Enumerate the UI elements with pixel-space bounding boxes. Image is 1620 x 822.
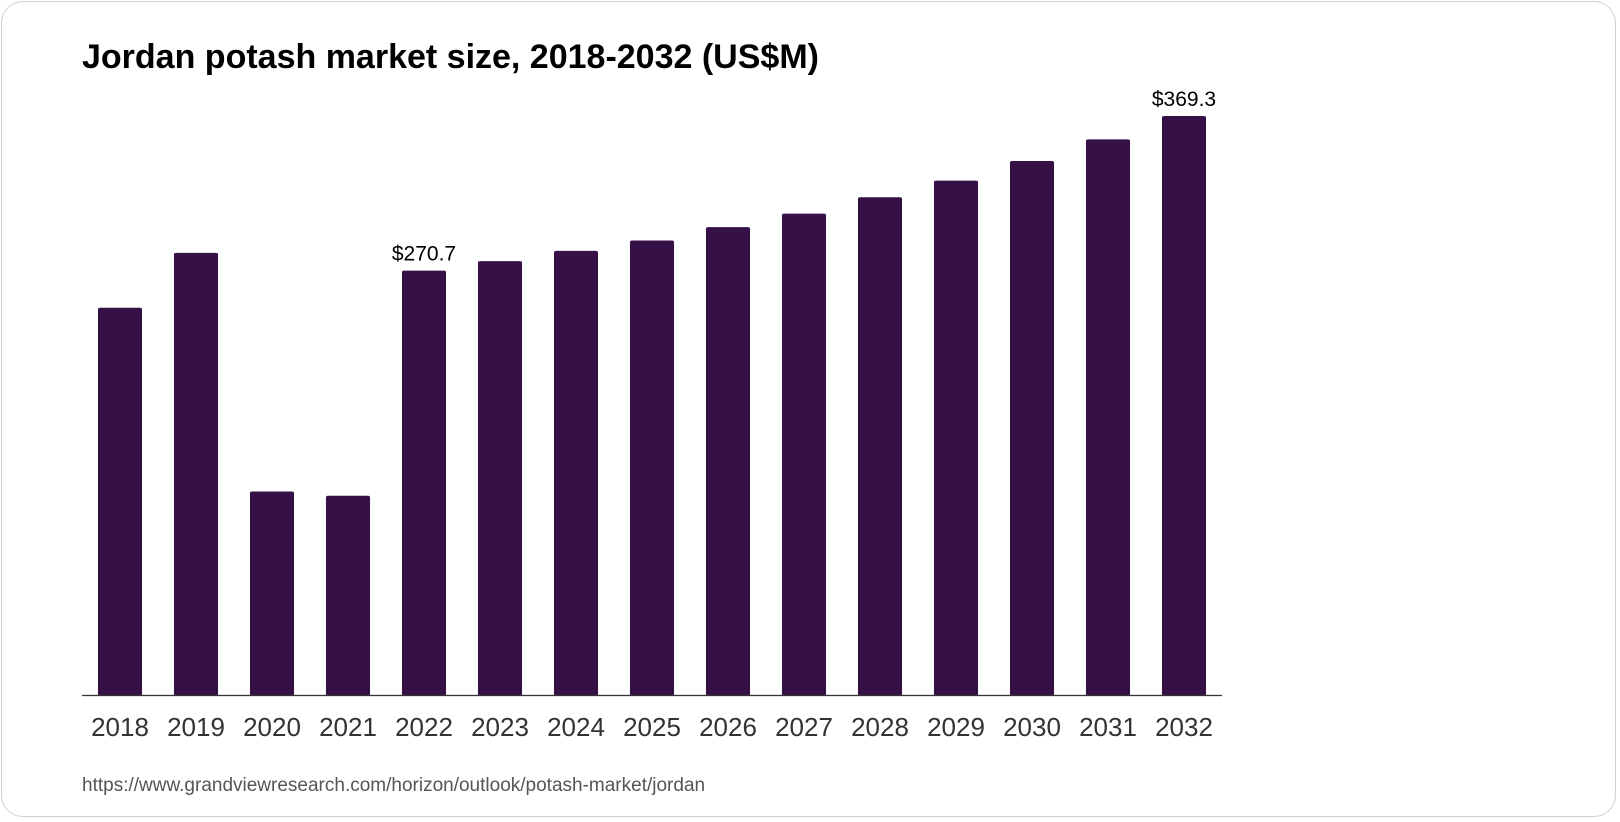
data-label: $369.3 (1152, 88, 1216, 111)
x-tick-label: 2028 (851, 712, 909, 742)
bar-2023 (477, 261, 523, 695)
x-tick-label: 2024 (547, 712, 605, 742)
bar-2026 (705, 227, 751, 695)
bar-2031 (1085, 139, 1131, 695)
x-tick-label: 2019 (167, 712, 225, 742)
x-tick-label: 2021 (319, 712, 377, 742)
x-tick-label: 2030 (1003, 712, 1061, 742)
bar-2025 (629, 240, 675, 695)
bar-2024 (553, 250, 599, 695)
bar-2027 (781, 213, 827, 695)
bar-2021 (325, 495, 371, 695)
x-tick-label: 2020 (243, 712, 301, 742)
x-tick-label: 2026 (699, 712, 757, 742)
bar-2030 (1009, 160, 1055, 695)
chart-title: Jordan potash market size, 2018-2032 (US… (82, 38, 819, 76)
bar-2019 (173, 252, 219, 695)
x-tick-label: 2031 (1079, 712, 1137, 742)
bar-2029 (933, 180, 979, 696)
x-tick-label: 2027 (775, 712, 833, 742)
x-tick-label: 2018 (91, 712, 149, 742)
bar-2032 (1161, 116, 1207, 695)
data-label: $270.7 (392, 243, 456, 266)
bar-2022 (401, 270, 447, 695)
source-link[interactable]: https://www.grandviewresearch.com/horizo… (82, 775, 706, 796)
x-tick-label: 2023 (471, 712, 529, 742)
x-tick-label: 2029 (927, 712, 985, 742)
bar-2020 (249, 491, 295, 695)
bar-2018 (97, 307, 143, 695)
x-tick-label: 2022 (395, 712, 453, 742)
x-tick-label: 2032 (1155, 712, 1213, 742)
bar-2028 (857, 197, 903, 695)
x-tick-label: 2025 (623, 712, 681, 742)
